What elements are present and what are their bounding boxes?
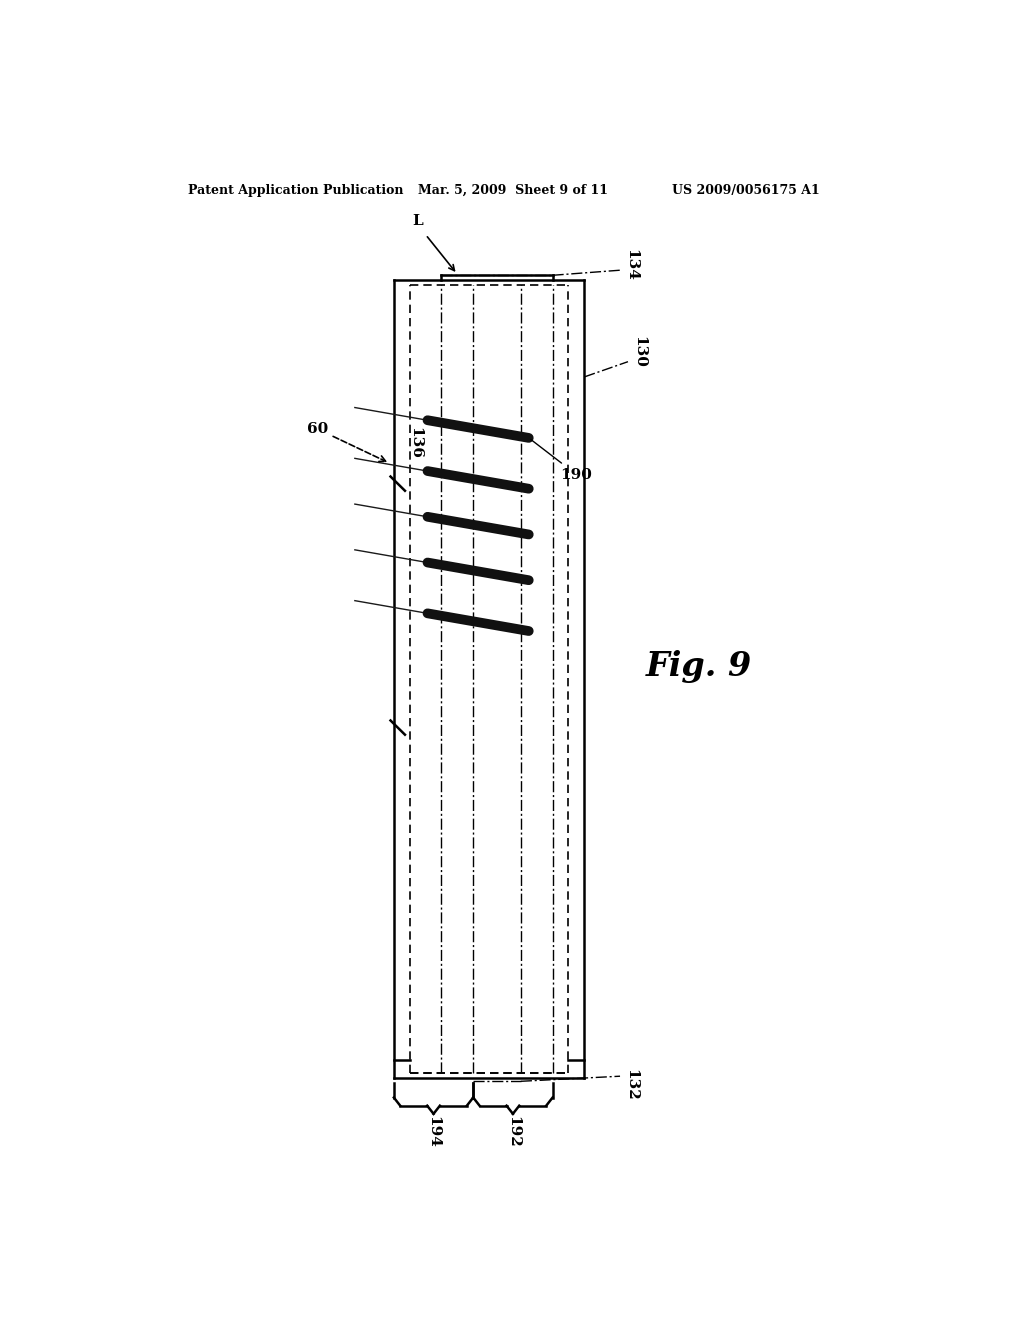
Text: 134: 134: [624, 249, 638, 281]
Text: 190: 190: [531, 440, 593, 482]
Text: 60: 60: [306, 422, 386, 462]
Text: Patent Application Publication: Patent Application Publication: [187, 183, 403, 197]
Text: 132: 132: [624, 1069, 638, 1101]
Text: 136: 136: [409, 428, 422, 459]
Text: 192: 192: [506, 1117, 520, 1148]
Text: L: L: [413, 214, 423, 227]
Text: 130: 130: [632, 335, 646, 367]
Text: Fig. 9: Fig. 9: [646, 651, 753, 684]
Text: 194: 194: [427, 1117, 440, 1148]
Text: US 2009/0056175 A1: US 2009/0056175 A1: [672, 183, 819, 197]
Text: Mar. 5, 2009  Sheet 9 of 11: Mar. 5, 2009 Sheet 9 of 11: [418, 183, 607, 197]
